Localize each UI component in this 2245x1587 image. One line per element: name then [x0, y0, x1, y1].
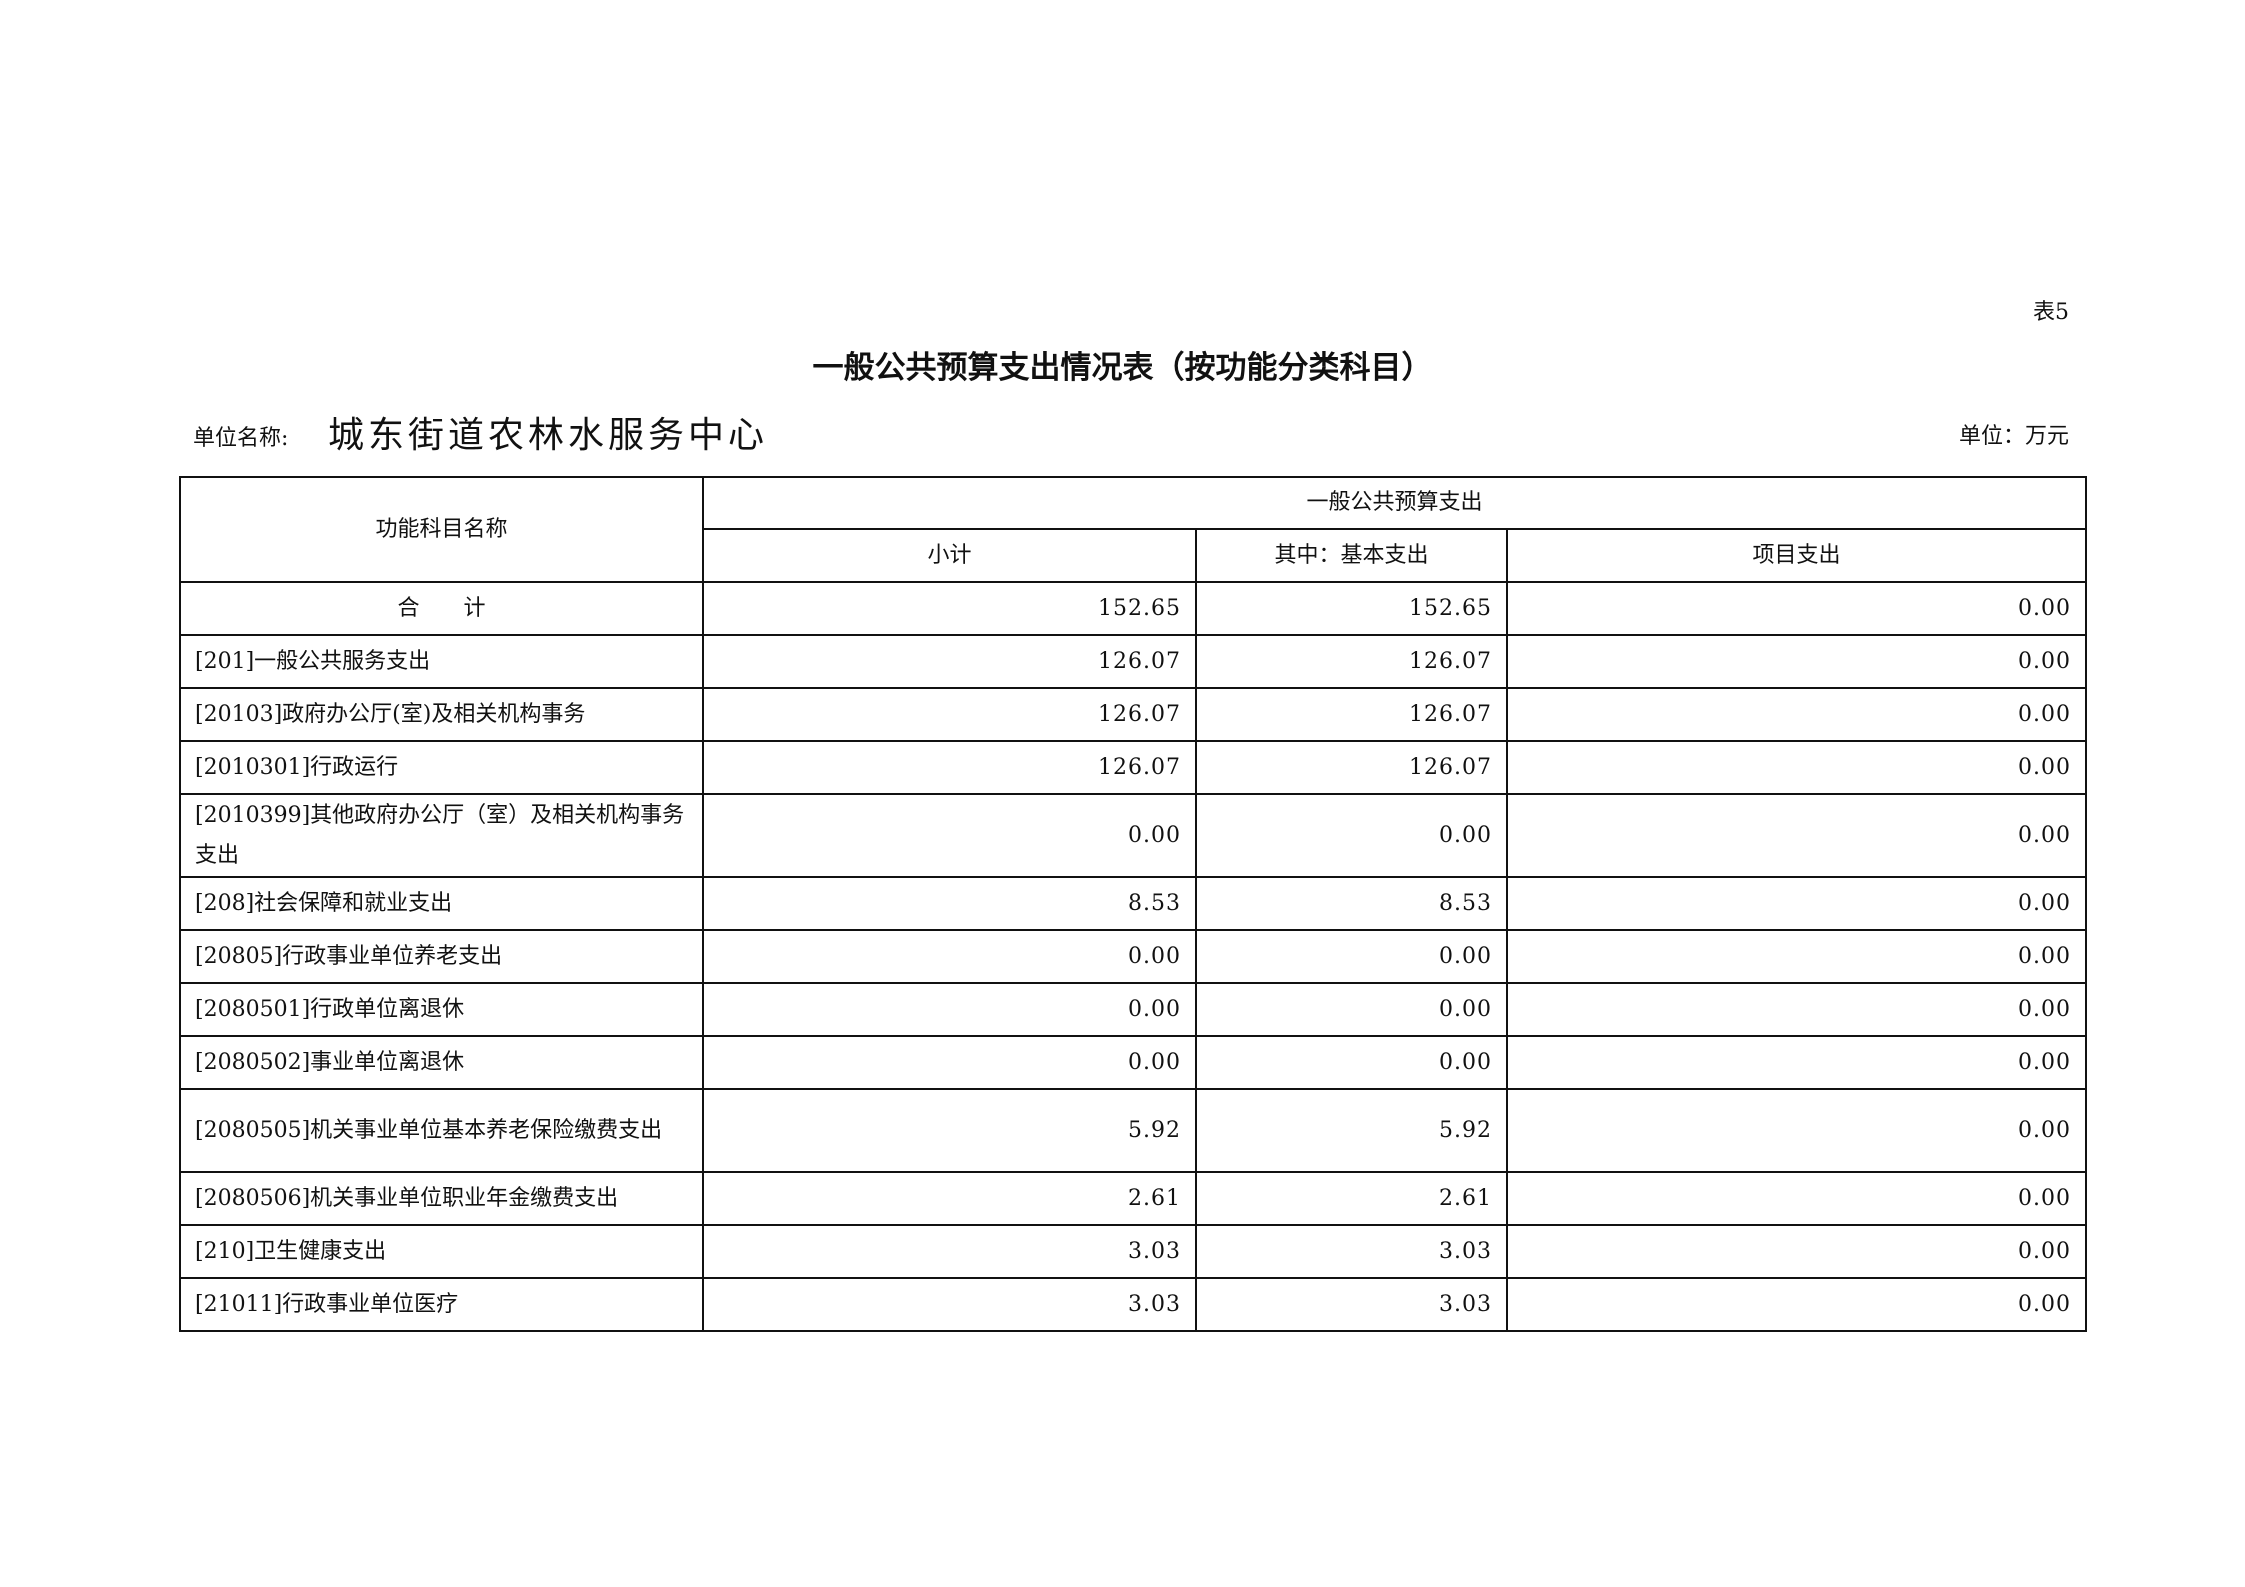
cell-basic: 8.53	[1195, 876, 1508, 931]
cell-name: [20805]行政事业单位养老支出	[179, 929, 704, 984]
cell-name: [2010399]其他政府办公厅（室）及相关机构事务支出	[179, 793, 704, 878]
cell-subtotal: 3.03	[702, 1277, 1197, 1332]
cell-project: 0.00	[1506, 687, 2087, 742]
header-basic: 其中：基本支出	[1195, 528, 1508, 583]
cell-name: [2080501]行政单位离退休	[179, 982, 704, 1037]
cell-basic: 5.92	[1195, 1088, 1508, 1173]
cell-project: 0.00	[1506, 876, 2087, 931]
cell-name: [2080506]机关事业单位职业年金缴费支出	[179, 1171, 704, 1226]
header-row: 功能科目名称 一般公共预算支出	[179, 476, 2087, 583]
cell-project: 0.00	[1506, 929, 2087, 984]
header-group: 一般公共预算支出	[702, 476, 2087, 530]
cell-project: 0.00	[1506, 1088, 2087, 1173]
table-row: [20805]行政事业单位养老支出 0.00 0.00 0.00	[179, 929, 2087, 984]
table-row: [2080506]机关事业单位职业年金缴费支出 2.61 2.61 0.00	[179, 1171, 2087, 1226]
cell-project: 0.00	[1506, 982, 2087, 1037]
cell-basic: 0.00	[1195, 929, 1508, 984]
page-title: 一般公共预算支出情况表（按功能分类科目）	[812, 350, 1433, 386]
cell-name: [20103]政府办公厅(室)及相关机构事务	[179, 687, 704, 742]
cell-project: 0.00	[1506, 1171, 2087, 1226]
table-row: [2010399]其他政府办公厅（室）及相关机构事务支出 0.00 0.00 0.00	[179, 793, 2087, 878]
cell-name: [2080502]事业单位离退休	[179, 1035, 704, 1090]
cell-project: 0.00	[1506, 1224, 2087, 1279]
table-row: [2080502]事业单位离退休 0.00 0.00 0.00	[179, 1035, 2087, 1090]
cell-subtotal: 0.00	[702, 1035, 1197, 1090]
cell-basic: 126.07	[1195, 687, 1508, 742]
cell-project: 0.00	[1506, 634, 2087, 689]
cell-basic: 0.00	[1195, 982, 1508, 1037]
total-basic: 152.65	[1195, 581, 1508, 636]
cell-name: [210]卫生健康支出	[179, 1224, 704, 1279]
budget-table: 功能科目名称 一般公共预算支出 小计 其中：基本支出 项目支出 合 计 152.…	[179, 476, 2087, 1332]
cell-basic: 126.07	[1195, 740, 1508, 795]
table-row: [20103]政府办公厅(室)及相关机构事务 126.07 126.07 0.00	[179, 687, 2087, 742]
header-name: 功能科目名称	[179, 476, 704, 583]
cell-subtotal: 126.07	[702, 634, 1197, 689]
cell-basic: 3.03	[1195, 1277, 1508, 1332]
cell-subtotal: 3.03	[702, 1224, 1197, 1279]
cell-basic: 2.61	[1195, 1171, 1508, 1226]
table-number: 表5	[2033, 300, 2069, 325]
header-project: 项目支出	[1506, 528, 2087, 583]
cell-subtotal: 126.07	[702, 740, 1197, 795]
cell-subtotal: 126.07	[702, 687, 1197, 742]
table-row: [208]社会保障和就业支出 8.53 8.53 0.00	[179, 876, 2087, 931]
unit-name: 城东街道农林水服务中心	[328, 415, 769, 456]
total-row: 合 计 152.65 152.65 0.00	[179, 581, 2087, 636]
cell-project: 0.00	[1506, 740, 2087, 795]
cell-name: [2080505]机关事业单位基本养老保险缴费支出	[179, 1088, 704, 1173]
table-row: [21011]行政事业单位医疗 3.03 3.03 0.00	[179, 1277, 2087, 1332]
table-row: [210]卫生健康支出 3.03 3.03 0.00	[179, 1224, 2087, 1279]
cell-basic: 126.07	[1195, 634, 1508, 689]
total-project: 0.00	[1506, 581, 2087, 636]
cell-project: 0.00	[1506, 1035, 2087, 1090]
cell-basic: 0.00	[1195, 793, 1508, 878]
cell-subtotal: 0.00	[702, 929, 1197, 984]
total-subtotal: 152.65	[702, 581, 1197, 636]
cell-subtotal: 0.00	[702, 793, 1197, 878]
cell-project: 0.00	[1506, 793, 2087, 878]
cell-subtotal: 2.61	[702, 1171, 1197, 1226]
total-label: 合 计	[179, 581, 704, 636]
cell-name: [208]社会保障和就业支出	[179, 876, 704, 931]
cell-subtotal: 0.00	[702, 982, 1197, 1037]
cell-subtotal: 5.92	[702, 1088, 1197, 1173]
cell-subtotal: 8.53	[702, 876, 1197, 931]
cell-basic: 0.00	[1195, 1035, 1508, 1090]
table-row: [2010301]行政运行 126.07 126.07 0.00	[179, 740, 2087, 795]
header-subtotal: 小计	[702, 528, 1197, 583]
table-row: [201]一般公共服务支出 126.07 126.07 0.00	[179, 634, 2087, 689]
cell-name: [201]一般公共服务支出	[179, 634, 704, 689]
cell-name: [21011]行政事业单位医疗	[179, 1277, 704, 1332]
unit-label: 单位名称:	[193, 426, 289, 451]
table-row: [2080505]机关事业单位基本养老保险缴费支出 5.92 5.92 0.00	[179, 1088, 2087, 1173]
cell-basic: 3.03	[1195, 1224, 1508, 1279]
table-row: [2080501]行政单位离退休 0.00 0.00 0.00	[179, 982, 2087, 1037]
cell-project: 0.00	[1506, 1277, 2087, 1332]
currency-unit: 单位：万元	[1958, 424, 2069, 449]
header-row: 小计 其中：基本支出 项目支出	[180, 528, 2087, 583]
cell-name: [2010301]行政运行	[179, 740, 704, 795]
